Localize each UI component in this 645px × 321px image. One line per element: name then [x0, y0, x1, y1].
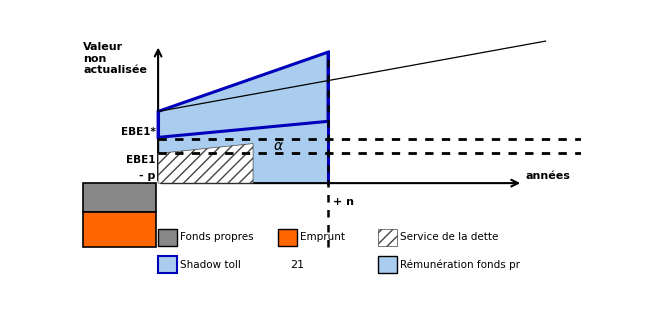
Text: EBE1*: EBE1* [121, 127, 155, 137]
Text: + n: + n [333, 197, 354, 207]
Text: Emprunt: Emprunt [299, 232, 344, 242]
Bar [158, 256, 177, 273]
Text: - p: - p [139, 171, 155, 181]
Text: Shadow toll: Shadow toll [179, 260, 241, 270]
Bar [83, 183, 155, 212]
Text: Rémunération fonds pr: Rémunération fonds pr [399, 259, 519, 270]
Bar [158, 229, 177, 246]
Text: Service de la dette: Service de la dette [399, 232, 498, 242]
Polygon shape [158, 52, 328, 183]
Text: α: α [273, 139, 283, 153]
Bar [83, 212, 155, 247]
Polygon shape [158, 143, 253, 183]
Bar [378, 229, 397, 246]
Bar [278, 229, 297, 246]
Text: Fonds propres: Fonds propres [179, 232, 253, 242]
Text: α: α [284, 77, 293, 91]
Text: années: années [526, 171, 570, 181]
Bar [378, 256, 397, 273]
Text: Valeur
non
actualisée: Valeur non actualisée [83, 42, 147, 75]
Text: EBE1: EBE1 [126, 155, 155, 165]
Text: 21: 21 [290, 260, 304, 270]
Polygon shape [158, 52, 328, 137]
